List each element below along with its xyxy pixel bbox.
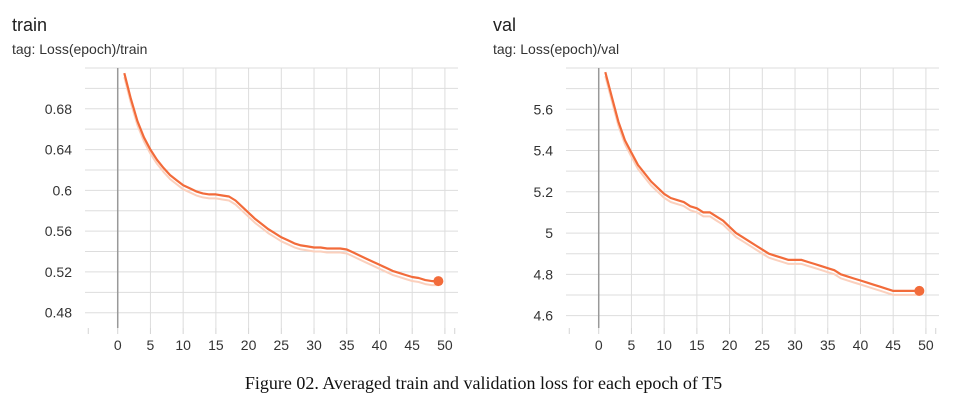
y-tick-label: 0.68	[45, 101, 72, 117]
last-point	[914, 285, 925, 296]
train-loss-chart: 0 5 10 15 20 25 30 35 40 45 50 0.48 0.52 0.56 0.6 0.64 0…	[45, 67, 458, 353]
x-tick-label: 20	[722, 337, 738, 353]
x-tick-label: 30	[306, 337, 322, 353]
y-tick-label: 0.52	[45, 264, 72, 280]
train-panel: train tag: Loss(epoch)/train 0 5 10 15 20 25 3…	[0, 0, 470, 370]
x-tick-label: 50	[918, 337, 934, 353]
val-loss-chart: 0 5 10 15 20 25 30 35 40 45 50 4.6 4.8 5 5.2 5.4 5.6	[534, 67, 939, 353]
raw-series-line	[604, 75, 920, 296]
x-tick-label: 15	[689, 337, 705, 353]
x-tick-label: 0	[114, 337, 122, 353]
x-tick-label: 40	[853, 337, 869, 353]
y-tick-label: 5.2	[534, 184, 554, 200]
y-tick-label: 0.64	[45, 142, 72, 158]
x-tick-label: 50	[437, 337, 453, 353]
x-tick-label: 10	[656, 337, 672, 353]
x-tick-label: 20	[241, 337, 257, 353]
x-tick-label: 45	[404, 337, 420, 353]
y-tick-label: 4.6	[534, 308, 554, 324]
grid	[566, 67, 939, 328]
x-tick-label: 45	[885, 337, 901, 353]
x-tick-label: 5	[628, 337, 636, 353]
val-tag: tag: Loss(epoch)/val	[493, 41, 620, 57]
x-tick-label: 25	[274, 337, 290, 353]
y-tick-label: 5.6	[534, 101, 554, 117]
x-tick-label: 35	[820, 337, 836, 353]
y-tick-label: 0.56	[45, 223, 72, 239]
x-tick-label: 25	[755, 337, 771, 353]
x-tick-label: 10	[175, 337, 191, 353]
y-tick-label: 5.4	[534, 143, 554, 159]
y-tick-label: 4.8	[534, 266, 554, 282]
raw-series-line	[123, 76, 439, 287]
series-line	[604, 71, 920, 292]
val-title: val	[493, 15, 517, 35]
x-tick-label: 15	[208, 337, 224, 353]
figure-caption: Figure 02. Averaged train and validation…	[244, 373, 723, 393]
y-tick-label: 0.48	[45, 305, 72, 321]
val-panel: val tag: Loss(epoch)/val 0 5 10 15 20 25 30 35 4…	[481, 0, 951, 370]
x-tick-label: 35	[339, 337, 355, 353]
train-tag: tag: Loss(epoch)/train	[12, 41, 148, 57]
y-tick-label: 5	[545, 225, 553, 241]
x-tick-label: 5	[147, 337, 155, 353]
y-tick-label: 0.6	[53, 182, 73, 198]
grid	[85, 67, 458, 328]
train-title: train	[12, 15, 48, 35]
x-tick-label: 0	[595, 337, 603, 353]
series-line	[123, 72, 439, 283]
x-tick-label: 30	[787, 337, 803, 353]
last-point	[433, 276, 444, 287]
x-tick-label: 40	[372, 337, 388, 353]
